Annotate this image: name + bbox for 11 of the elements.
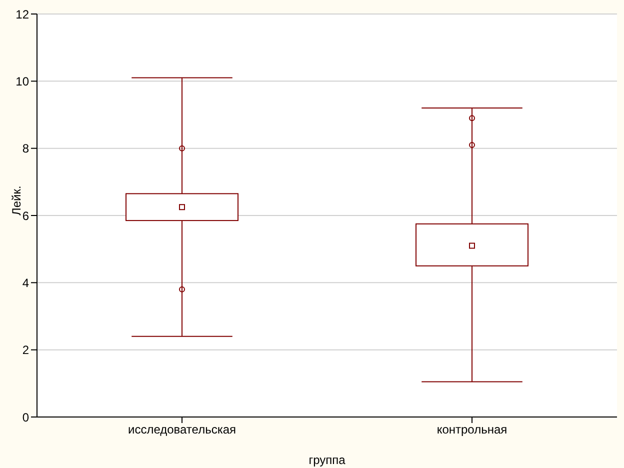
x-tick-label: исследовательская	[128, 422, 236, 437]
y-tick-label: 12	[16, 7, 30, 22]
y-tick-label: 0	[22, 410, 30, 424]
y-tick-label: 6	[22, 208, 30, 223]
y-tick-label: 10	[16, 74, 30, 88]
y-tick-label: 2	[22, 343, 30, 358]
x-axis-title: группа	[308, 453, 346, 467]
y-tick-label: 4	[22, 276, 30, 290]
y-tick-label: 8	[22, 142, 30, 156]
x-tick-label: контрольная	[436, 422, 508, 437]
y-axis-title: Лейк.	[9, 186, 24, 216]
